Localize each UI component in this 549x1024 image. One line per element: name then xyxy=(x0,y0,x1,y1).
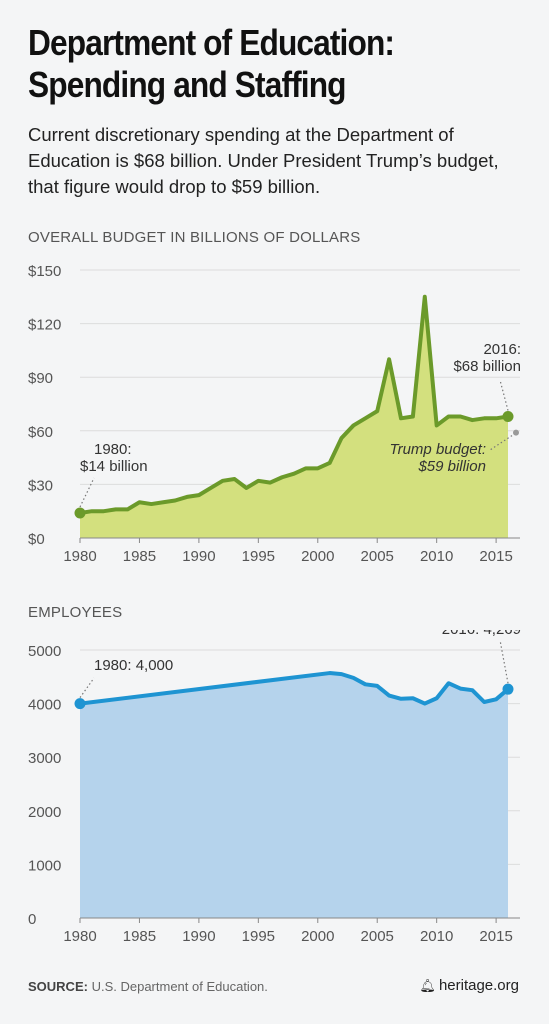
y-tick-label: 1000 xyxy=(28,857,61,874)
source-note: SOURCE: U.S. Department of Education. xyxy=(28,979,268,994)
x-tick-label: 2000 xyxy=(301,548,334,565)
annotation-2016-label: 2016: xyxy=(483,341,521,358)
y-tick-label: $0 xyxy=(28,531,45,548)
x-tick-label: 2000 xyxy=(301,928,334,945)
title-line-1: Department of Education: xyxy=(28,22,395,63)
data-point-marker xyxy=(74,507,86,519)
x-tick-label: 2010 xyxy=(420,928,453,945)
annotation-trump-label: Trump budget: xyxy=(390,441,486,458)
annotation-2016-label: 2016: 4,269 xyxy=(442,630,521,638)
budget-chart: $0 $30 $60 $90 $120 $150 1980 1985 1990 1995 2000 2… xyxy=(28,263,521,565)
budget-chart-title: OVERALL BUDGET IN BILLIONS OF DOLLARS xyxy=(28,229,361,246)
brand-text: heritage.org xyxy=(438,977,519,994)
employees-chart-title: EMPLOYEES xyxy=(28,604,123,621)
annotation-2016-value: $68 billion xyxy=(453,358,521,375)
x-tick-label: 1985 xyxy=(123,548,156,565)
y-tick-label: 5000 xyxy=(28,643,61,660)
y-tick-label: $90 xyxy=(28,370,53,387)
annotation-leader xyxy=(79,477,95,508)
trump-budget-marker xyxy=(513,429,519,436)
data-point-marker xyxy=(502,683,514,695)
annotation-1980-label: 1980: 4,000 xyxy=(94,657,173,674)
x-tick-label: 1995 xyxy=(242,928,275,945)
y-tick-label: 3000 xyxy=(28,750,61,767)
x-tick-label: 1980 xyxy=(63,928,96,945)
series-area xyxy=(80,673,508,918)
x-tick-label: 2005 xyxy=(361,928,394,945)
y-tick-label: 2000 xyxy=(28,804,61,821)
page-title: Department of Education: Spending and St… xyxy=(28,22,468,106)
bell-icon: 🔔︎ xyxy=(419,978,436,993)
brand[interactable]: 🔔︎ heritage.org xyxy=(419,977,519,994)
y-tick-label: $30 xyxy=(28,477,53,494)
annotation-1980-value: $14 billion xyxy=(80,458,148,475)
data-point-marker xyxy=(502,411,514,423)
annotation-1980-label: 1980: xyxy=(94,441,132,458)
x-tick-label: 1980 xyxy=(63,548,96,565)
annotation-trump-value: $59 billion xyxy=(417,458,486,475)
data-point-marker xyxy=(74,698,86,710)
annotation-leader xyxy=(499,639,509,684)
y-tick-label: $60 xyxy=(28,424,53,441)
x-tick-label: 1985 xyxy=(123,928,156,945)
series-line xyxy=(79,294,509,515)
x-tick-label: 1990 xyxy=(182,928,215,945)
subtitle: Current discretionary spending at the De… xyxy=(28,124,499,197)
source-label: SOURCE: xyxy=(28,979,88,994)
y-tick-label: 0 xyxy=(28,911,36,928)
x-tick-label: 2015 xyxy=(479,548,512,565)
y-tick-label: $120 xyxy=(28,317,61,334)
y-tick-label: $150 xyxy=(28,263,61,280)
y-tick-label: 4000 xyxy=(28,697,61,714)
x-tick-label: 2015 xyxy=(479,928,512,945)
x-tick-label: 2005 xyxy=(361,548,394,565)
x-tick-label: 1995 xyxy=(242,548,275,565)
annotation-leader xyxy=(489,435,513,451)
title-line-2: Spending and Staffing xyxy=(28,64,347,105)
series-area xyxy=(80,296,508,538)
annotation-leader xyxy=(79,677,95,698)
x-tick-label: 2010 xyxy=(420,548,453,565)
x-tick-label: 1990 xyxy=(182,548,215,565)
series-line xyxy=(79,671,510,706)
source-text: U.S. Department of Education. xyxy=(91,979,268,994)
annotation-leader xyxy=(499,379,509,411)
employees-chart: 0 1000 2000 3000 4000 5000 1980 1985 1990 1995 200… xyxy=(28,630,521,945)
